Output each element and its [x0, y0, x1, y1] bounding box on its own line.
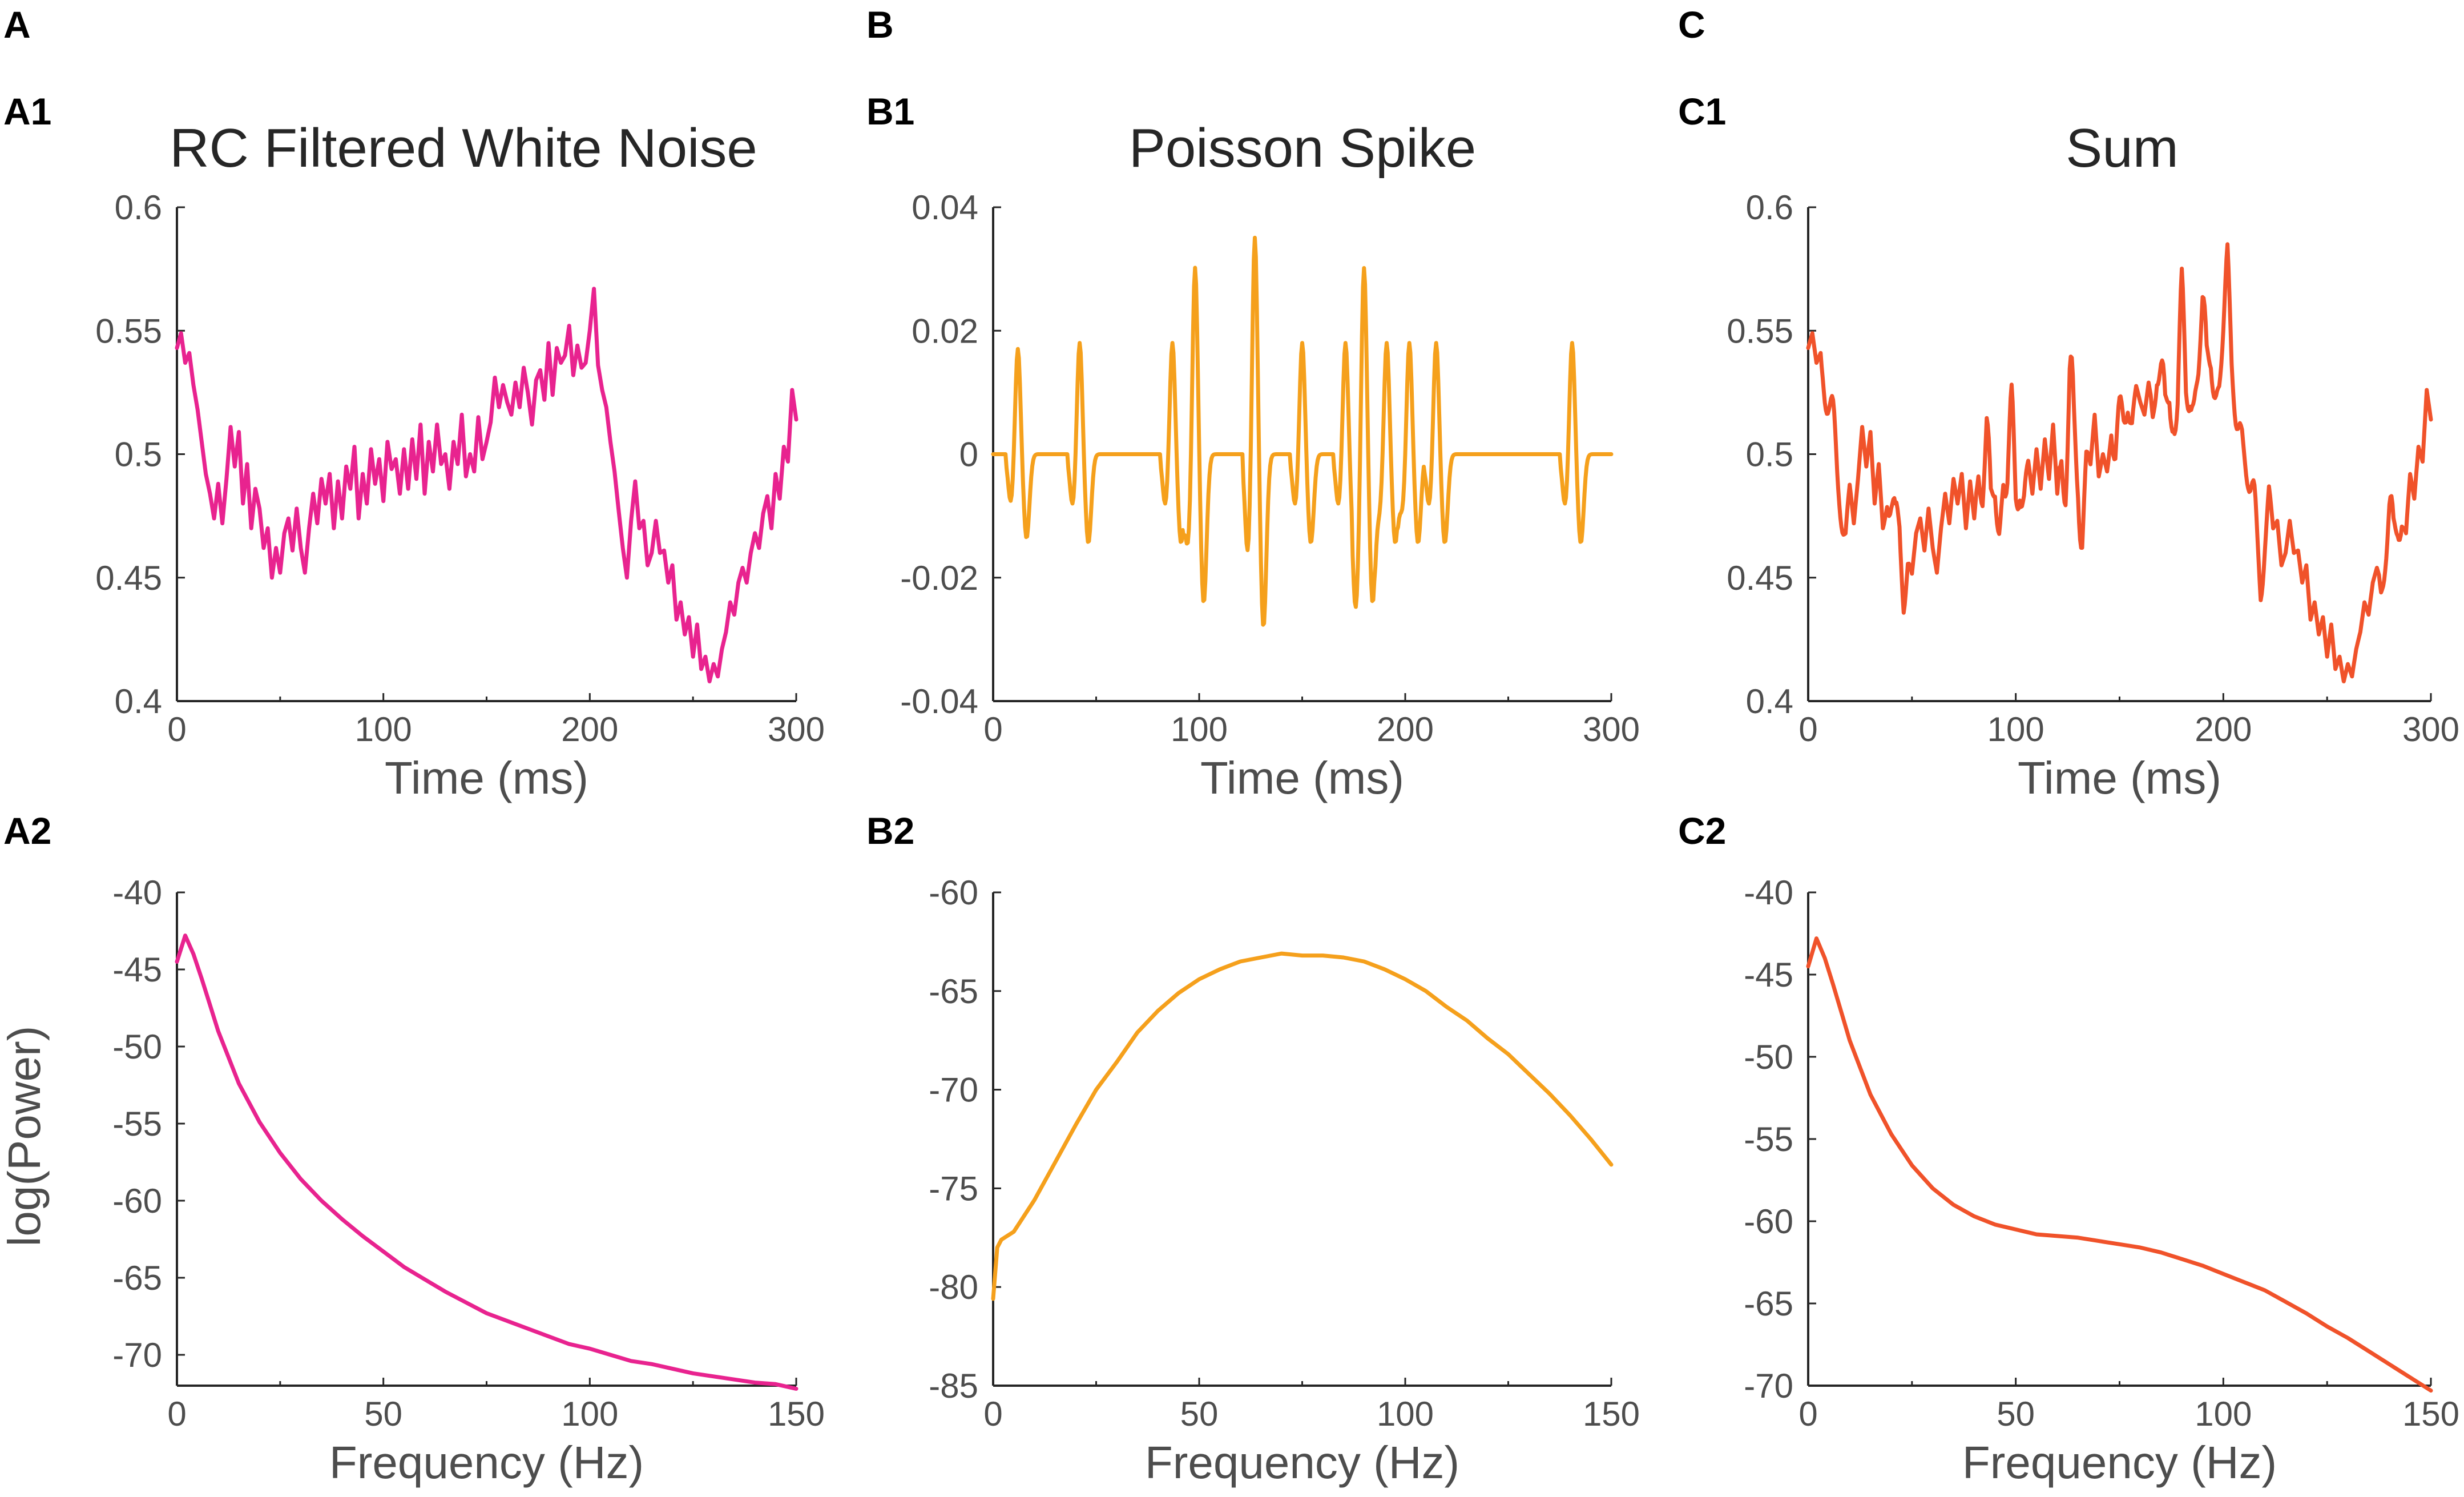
- chart-b1-series-line: [991, 235, 1614, 627]
- chart-b1-xtick-label: 200: [1377, 710, 1434, 748]
- panel-letter-a: A: [3, 3, 31, 46]
- chart-b1-xlabel: Time (ms): [1200, 752, 1404, 803]
- chart-b2-ytick-label: -65: [929, 972, 978, 1011]
- chart-a1-xtick-label: 200: [561, 710, 618, 748]
- chart-c1-ytick-label: 0.6: [1746, 188, 1793, 227]
- chart-a1-xlabel: Time (ms): [385, 752, 588, 803]
- chart-c1-ytick-label: 0.45: [1727, 559, 1793, 597]
- subpanel-letter-c1: C1: [1678, 90, 1726, 132]
- chart-a2-xtick-label: 50: [364, 1395, 402, 1433]
- chart-c1-xtick-label: 300: [2402, 710, 2459, 748]
- chart-b1-title: Poisson Spike: [1129, 118, 1476, 179]
- chart-b1-ytick-label: 0.02: [912, 312, 978, 350]
- chart-c2-xtick-label: 100: [2195, 1395, 2252, 1433]
- chart-c1-xlabel: Time (ms): [2018, 752, 2221, 803]
- chart-b2-ytick-label: -80: [929, 1268, 978, 1306]
- chart-b2: 0 50 100 150 -85 -80 -75 -70 -65 -60 Frequency (Hz…: [929, 874, 1640, 1488]
- chart-c1-ytick-label: 0.5: [1746, 436, 1793, 474]
- chart-a1: 0 100 200 300 0.4 0.45 0.5 0.55 0.6 Time (ms): [95, 188, 825, 803]
- chart-a1-ytick-label: 0.55: [95, 312, 162, 350]
- chart-a2-ytick-label: -45: [112, 951, 162, 989]
- subpanel-letter-c2: C2: [1678, 810, 1726, 852]
- chart-a2-xtick-label: 150: [768, 1395, 825, 1433]
- chart-a2-ytick-label: -55: [112, 1105, 162, 1143]
- chart-c2-ytick-label: -45: [1744, 956, 1793, 994]
- chart-b2-xtick-label: 100: [1377, 1395, 1434, 1433]
- chart-a2-ytick-label: -50: [112, 1028, 162, 1066]
- chart-c2-ytick-label: -50: [1744, 1038, 1793, 1076]
- chart-b2-series-line: [991, 951, 1614, 1301]
- subpanel-letter-a2: A2: [3, 810, 51, 852]
- chart-b2-xtick-label: 0: [983, 1395, 1002, 1433]
- panel-letter-b: B: [866, 3, 894, 46]
- chart-a1-ytick-label: 0.6: [115, 188, 162, 227]
- chart-b2-xtick-label: 150: [1583, 1395, 1640, 1433]
- chart-c2-xlabel: Frequency (Hz): [1962, 1437, 2277, 1488]
- subpanel-letter-b1: B1: [866, 90, 914, 132]
- chart-b1-ytick-label: 0: [959, 436, 978, 474]
- subpanel-letter-b2: B2: [866, 810, 914, 852]
- chart-a1-title: RC Filtered White Noise: [170, 118, 757, 179]
- chart-a2-xlabel: Frequency (Hz): [329, 1437, 644, 1488]
- chart-c1: 0 100 200 300 0.4 0.45 0.5 0.55 0.6 Time (ms): [1727, 188, 2459, 803]
- chart-c2-xtick-label: 150: [2402, 1395, 2459, 1433]
- chart-a2-series-line: [175, 933, 799, 1391]
- chart-a1-xtick-label: 100: [355, 710, 412, 748]
- chart-c2-series-line: [1806, 936, 2433, 1393]
- chart-a1-xtick-label: 0: [167, 710, 186, 748]
- chart-c2-ytick-label: -40: [1744, 874, 1793, 912]
- chart-b1-xtick-label: 100: [1171, 710, 1228, 748]
- chart-c2-ytick-label: -55: [1744, 1120, 1793, 1158]
- chart-a1-series-line: [175, 287, 799, 683]
- chart-a2-xtick-label: 0: [167, 1395, 186, 1433]
- chart-c1-ytick-label: 0.55: [1727, 312, 1793, 350]
- chart-a2-ylabel: log(Power): [0, 1026, 50, 1247]
- chart-c2-xtick-label: 0: [1798, 1395, 1817, 1433]
- chart-a1-ytick-label: 0.45: [95, 559, 162, 597]
- chart-c1-series-line: [1806, 242, 2433, 683]
- chart-a2-ytick-label: -65: [112, 1259, 162, 1297]
- chart-a2-ytick-label: -70: [112, 1336, 162, 1374]
- chart-a2: 0 50 100 150 -70 -65 -60 -55 -50 -45 -40 Frequency …: [112, 874, 825, 1488]
- panel-letter-c: C: [1678, 3, 1705, 46]
- chart-c2: 0 50 100 150 -70 -65 -60 -55 -50 -45 -40 Frequency …: [1744, 874, 2459, 1488]
- chart-b1: 0 100 200 300 -0.04 -0.02 0 0.02 0.04 Time (ms): [900, 188, 1640, 803]
- chart-b2-xlabel: Frequency (Hz): [1145, 1437, 1459, 1488]
- subpanel-letter-a1: A1: [3, 90, 51, 132]
- chart-b1-ytick-label: -0.02: [900, 559, 978, 597]
- chart-a1-xtick-label: 300: [768, 710, 825, 748]
- chart-c1-title: Sum: [2066, 118, 2178, 179]
- chart-b2-ytick-label: -70: [929, 1071, 978, 1109]
- chart-c2-xtick-label: 50: [1997, 1395, 2035, 1433]
- chart-c1-xtick-label: 100: [1987, 710, 2044, 748]
- chart-b1-xtick-label: 300: [1583, 710, 1640, 748]
- chart-b1-ytick-label: -0.04: [900, 682, 978, 721]
- chart-b1-ytick-label: 0.04: [912, 188, 978, 227]
- chart-b1-xtick-label: 0: [983, 710, 1002, 748]
- chart-c2-ytick-label: -60: [1744, 1202, 1793, 1241]
- chart-c1-xtick-label: 0: [1798, 710, 1817, 748]
- chart-b2-ytick-label: -60: [929, 874, 978, 912]
- chart-b2-ytick-label: -85: [929, 1367, 978, 1405]
- chart-b2-ytick-label: -75: [929, 1169, 978, 1208]
- chart-a2-ytick-label: -60: [112, 1182, 162, 1220]
- chart-c1-ytick-label: 0.4: [1746, 682, 1793, 721]
- chart-a2-xtick-label: 100: [561, 1395, 618, 1433]
- chart-c2-ytick-label: -65: [1744, 1285, 1793, 1323]
- chart-b2-xtick-label: 50: [1180, 1395, 1219, 1433]
- chart-a1-ytick-label: 0.5: [115, 436, 162, 474]
- chart-a2-ytick-label: -40: [112, 874, 162, 912]
- chart-a1-ytick-label: 0.4: [115, 682, 162, 721]
- chart-c1-xtick-label: 200: [2195, 710, 2252, 748]
- chart-c2-ytick-label: -70: [1744, 1367, 1793, 1405]
